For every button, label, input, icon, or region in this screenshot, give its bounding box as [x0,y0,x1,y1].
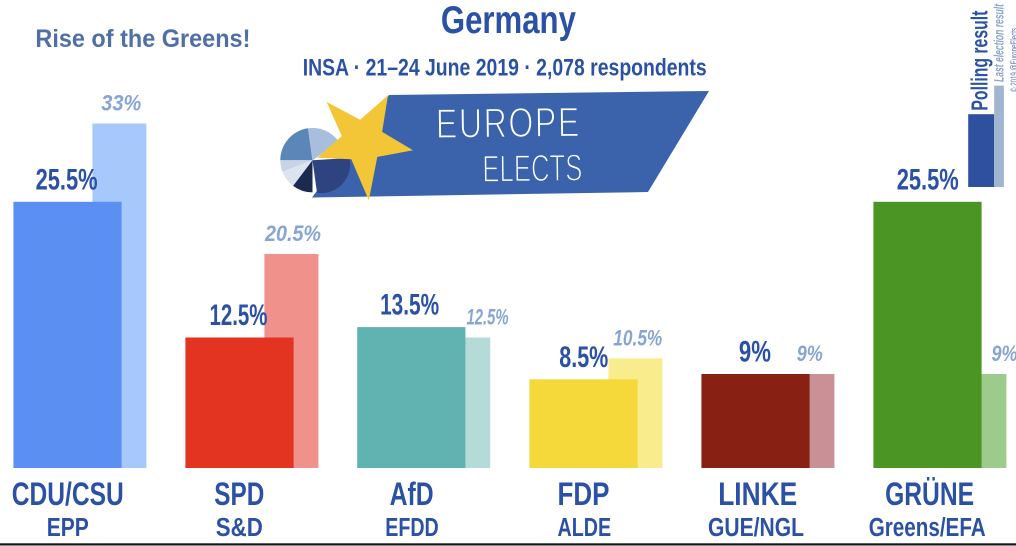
svg-text:SPD: SPD [214,476,264,512]
svg-text:ALDE: ALDE [558,514,612,542]
svg-text:AfD: AfD [390,476,434,512]
svg-text:33%: 33% [101,91,141,116]
svg-text:GUE/NGL: GUE/NGL [708,514,804,542]
svg-text:25.5%: 25.5% [897,163,959,196]
svg-text:ELECTS: ELECTS [482,148,583,191]
svg-text:EPP: EPP [47,514,89,542]
svg-text:S&D: S&D [216,514,263,542]
svg-text:Polling result: Polling result [967,10,993,110]
svg-text:FDP: FDP [558,476,610,512]
svg-text:9%: 9% [992,341,1016,366]
svg-text:EFDD: EFDD [385,514,439,542]
svg-text:13.5%: 13.5% [380,289,439,322]
svg-text:10.5%: 10.5% [613,325,662,350]
svg-text:20.5%: 20.5% [264,221,321,246]
svg-text:12.5%: 12.5% [467,305,509,330]
svg-text:9%: 9% [797,341,823,366]
svg-text:12.5%: 12.5% [210,299,268,332]
svg-text:9%: 9% [739,336,771,369]
svg-text:Rise of the Greens!: Rise of the Greens! [35,25,250,53]
svg-text:8.5%: 8.5% [559,341,608,374]
svg-text:CDU/CSU: CDU/CSU [12,476,124,512]
svg-text:GRÜNE: GRÜNE [885,476,974,512]
svg-text:© 2019 @EuropeElects: © 2019 @EuropeElects [1010,28,1016,92]
svg-text:Germany: Germany [441,0,576,42]
svg-text:Greens/EFA: Greens/EFA [869,514,986,542]
svg-text:Last election result: Last election result [992,4,1007,82]
svg-text:25.5%: 25.5% [36,163,98,196]
svg-text:EUROPE: EUROPE [436,98,582,147]
svg-text:LINKE: LINKE [718,476,797,512]
svg-text:INSA · 21–24 June 2019 · 2,078: INSA · 21–24 June 2019 · 2,078 responden… [303,54,707,81]
